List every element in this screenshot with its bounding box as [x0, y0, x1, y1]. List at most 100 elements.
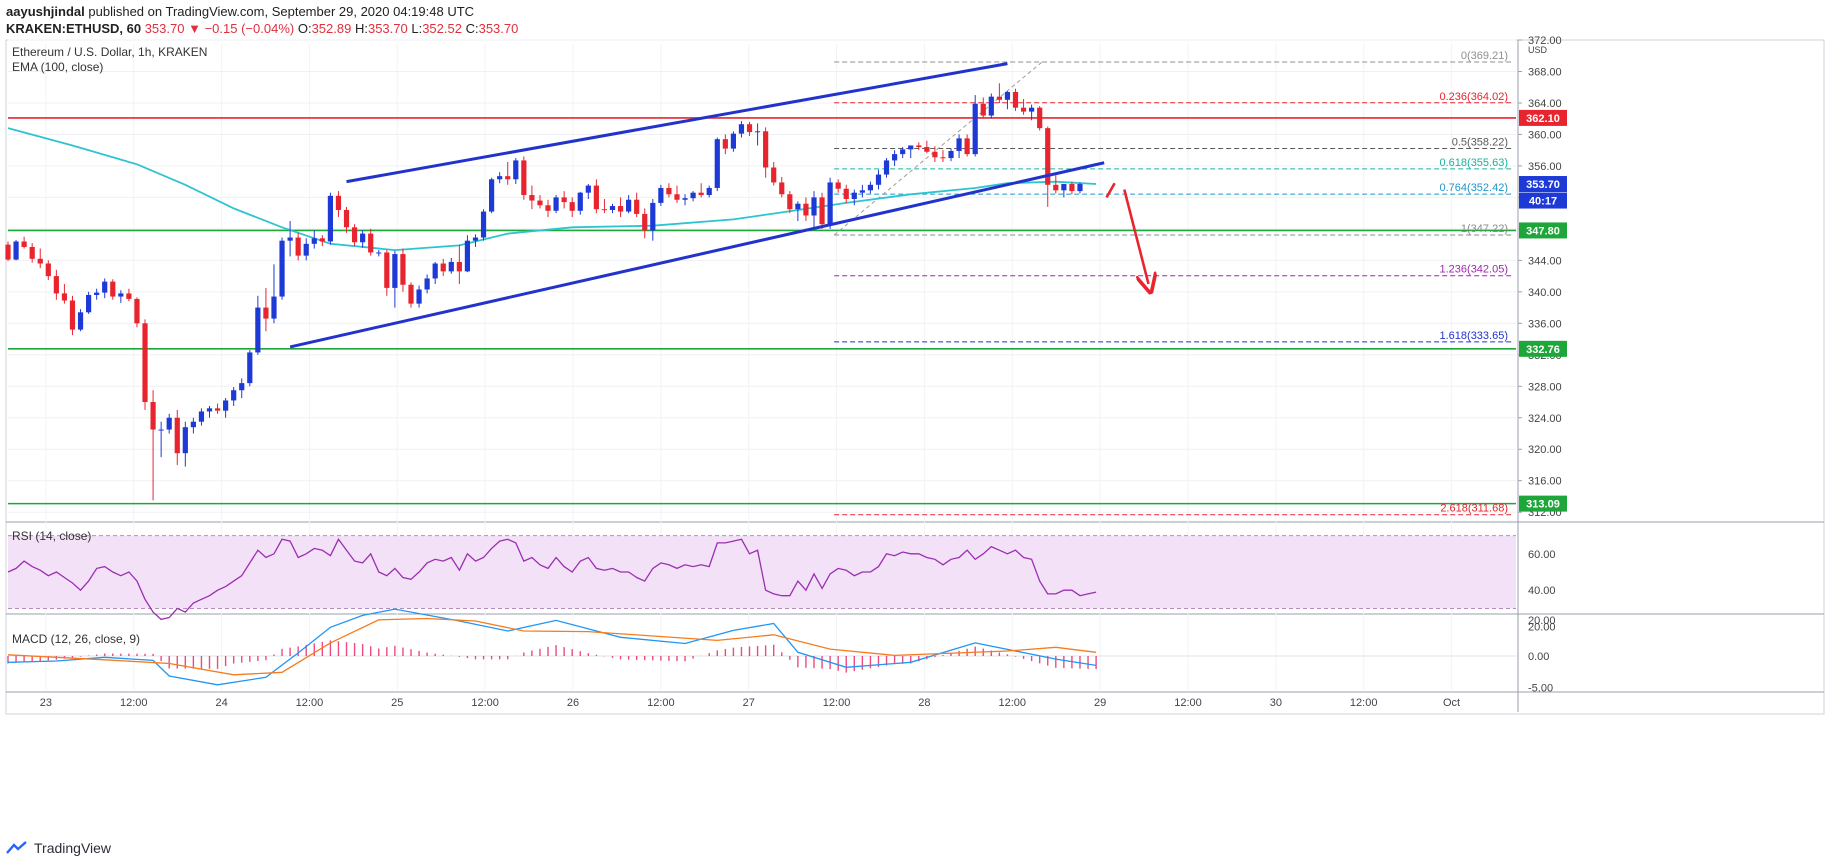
candle-body: [634, 199, 640, 214]
candle-body: [384, 252, 390, 288]
high-label: H:: [354, 21, 368, 36]
candle-body: [779, 182, 785, 195]
rsi-legend: RSI (14, close): [12, 529, 91, 543]
high-value: 353.70: [367, 21, 408, 36]
candle-body: [448, 261, 454, 272]
macd-tick-label: 0.00: [1528, 651, 1549, 663]
channel-lower-line: [289, 161, 1105, 349]
candle-body: [843, 188, 849, 199]
signal-line: [7, 617, 1097, 676]
candle-body: [980, 103, 986, 116]
time-tick-label: 12:00: [823, 697, 851, 709]
candle-body: [263, 307, 269, 319]
author-name[interactable]: aayushjindal: [6, 4, 85, 19]
candle-body: [311, 238, 317, 244]
candle-body: [932, 151, 938, 158]
candle-body: [150, 402, 156, 430]
candle-body: [255, 307, 261, 353]
rsi-tick-label: 20.00: [1528, 622, 1556, 634]
candle-body: [5, 244, 11, 260]
candle-body: [376, 252, 382, 254]
publish-line: aayushjindal published on TradingView.co…: [6, 4, 474, 19]
candle-body: [996, 96, 1002, 100]
macd-legend: MACD (12, 26, close, 9): [12, 632, 140, 646]
candle-body: [94, 292, 100, 295]
candle-body: [351, 227, 358, 243]
time-tick-label: 30: [1270, 697, 1282, 709]
rsi-tick-label: 40.00: [1528, 585, 1556, 597]
candle-body: [601, 209, 608, 211]
time-tick-label: 23: [40, 697, 52, 709]
price-axis-badge-text: 332.76: [1526, 344, 1560, 356]
price-axis-badge: [1519, 176, 1567, 193]
candle-body: [61, 293, 68, 301]
candle-body: [45, 263, 51, 277]
price-tick-label: 336.00: [1528, 318, 1562, 330]
candle-body: [335, 195, 342, 210]
down-triangle-icon: ▼: [188, 21, 201, 36]
ema-100-line: [7, 127, 1097, 252]
candle-body: [956, 138, 962, 151]
candle-body: [271, 296, 277, 319]
candle-body: [182, 427, 188, 454]
candle-body: [545, 205, 551, 211]
price-axis-badge: [1519, 340, 1567, 357]
time-tick-label: 12:00: [999, 697, 1027, 709]
rsi-tick-label: 60.00: [1528, 549, 1556, 561]
candle-body: [416, 289, 422, 304]
brand-name: TradingView: [34, 840, 112, 856]
price-tick-label: 320.00: [1528, 444, 1562, 456]
price-tick-label: 324.00: [1528, 413, 1562, 425]
candle-body: [787, 194, 793, 210]
candle-body: [916, 145, 922, 148]
time-tick-label: 29: [1094, 697, 1106, 709]
candle-body: [53, 276, 59, 294]
price-tick-label: 340.00: [1528, 287, 1562, 299]
candle-body: [811, 197, 817, 216]
candle-body: [835, 182, 841, 189]
tradingview-brand[interactable]: TradingView: [6, 840, 111, 856]
candle-body: [134, 298, 140, 324]
candle-body: [319, 238, 325, 242]
price-axis-badge: [1519, 192, 1567, 209]
candle-body: [900, 149, 906, 155]
candle-body: [497, 176, 503, 180]
candle-body: [1061, 184, 1067, 191]
candle-body: [674, 194, 680, 200]
macd-tick-label: -5.00: [1528, 682, 1553, 694]
bounce-arrow: [1105, 182, 1116, 199]
candle-body: [231, 390, 237, 401]
candle-body: [763, 131, 769, 168]
candle-body: [521, 160, 527, 196]
price-axis-badge-text: 347.80: [1526, 225, 1560, 237]
symbol-name: KRAKEN:ETHUSD, 60: [6, 21, 142, 36]
candle-body: [303, 243, 309, 256]
candle-body: [206, 408, 213, 412]
candle-body: [875, 174, 882, 185]
price-tick-label: 328.00: [1528, 381, 1562, 393]
candle-body: [513, 160, 519, 180]
candle-body: [964, 138, 970, 155]
drop-arrow-icon: [1123, 189, 1148, 284]
price-axis-badge: [1519, 109, 1567, 126]
time-tick-label: 12:00: [647, 697, 675, 709]
price-axis-unit: USD: [1528, 45, 1548, 55]
time-tick-label: 26: [567, 697, 579, 709]
fib-level-label: 1.618(333.65): [1440, 330, 1509, 342]
candle-body: [239, 383, 245, 391]
candle-body: [803, 203, 809, 216]
low-value: 352.52: [422, 21, 462, 36]
candle-body: [69, 300, 76, 330]
time-tick-label: 25: [391, 697, 403, 709]
candle-body: [706, 187, 712, 196]
candle-body: [1037, 107, 1043, 129]
candle-body: [553, 197, 559, 211]
candle-body: [771, 167, 777, 183]
candle-body: [400, 254, 406, 285]
candle-body: [158, 429, 164, 431]
time-tick-label: Oct: [1443, 697, 1460, 709]
candle-body: [569, 202, 575, 211]
price-change: −0.15 (−0.04%): [204, 21, 295, 36]
